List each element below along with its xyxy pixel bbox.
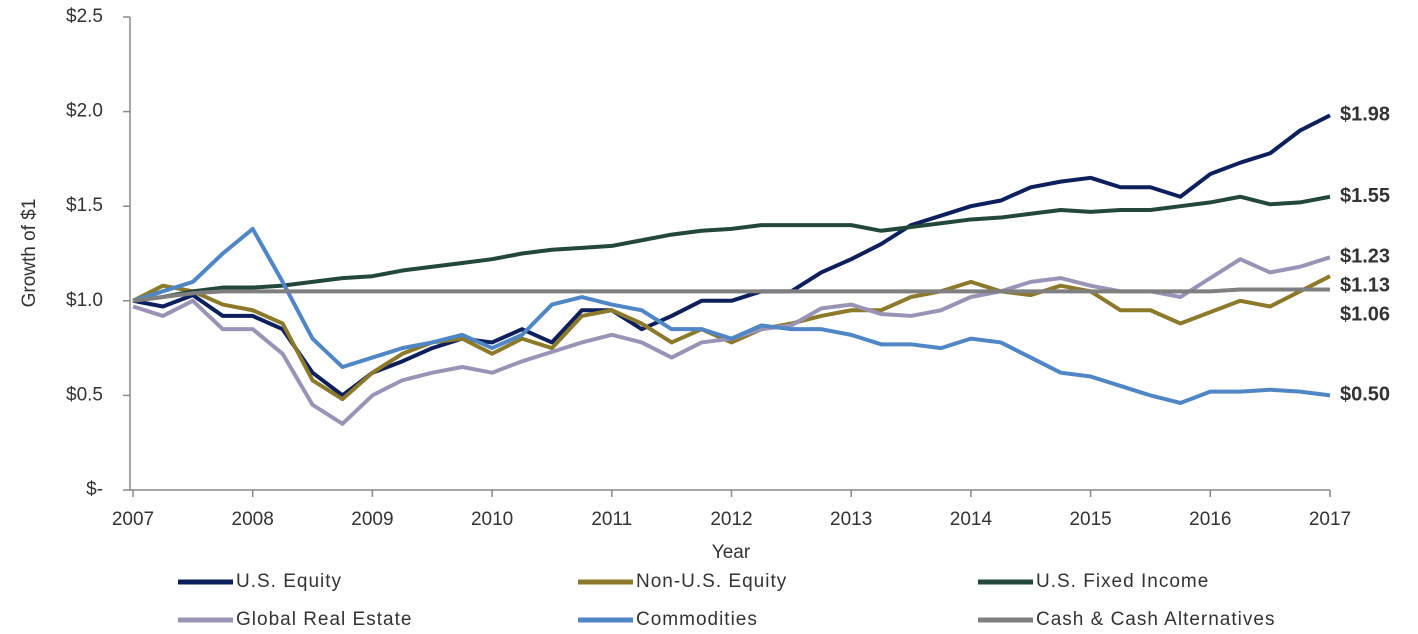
y-tick-label: $- xyxy=(86,479,103,500)
x-tick-label: 2007 xyxy=(112,509,154,530)
x-tick-label: 2011 xyxy=(591,509,632,530)
series-line xyxy=(132,194,1331,303)
end-label: $0.50 xyxy=(1340,384,1390,406)
y-tick-label: $2.0 xyxy=(66,101,103,122)
series-line xyxy=(132,274,1331,402)
x-tick-label: 2014 xyxy=(950,509,993,530)
x-tick-label: 2012 xyxy=(710,509,752,530)
legend-label: Cash & Cash Alternatives xyxy=(1036,609,1275,630)
x-tick-label: 2008 xyxy=(232,509,274,530)
y-tick-label: $0.5 xyxy=(66,384,103,405)
series-line xyxy=(132,113,1331,398)
y-axis-label: Growth of $1 xyxy=(19,199,40,308)
y-tick-label: $1.5 xyxy=(66,195,103,216)
x-tick-label: 2013 xyxy=(830,509,872,530)
series-line xyxy=(132,287,1330,303)
x-tick-label: 2010 xyxy=(471,509,513,530)
x-axis-label: Year xyxy=(712,542,751,563)
end-label: $1.06 xyxy=(1340,304,1390,326)
x-tick-label: 2009 xyxy=(351,509,393,530)
end-label: $1.98 xyxy=(1340,104,1390,126)
series-line xyxy=(132,226,1331,405)
end-label: $1.23 xyxy=(1340,246,1390,268)
x-tick-label: 2017 xyxy=(1309,509,1351,530)
end-label: $1.55 xyxy=(1340,185,1390,207)
legend-label: U.S. Fixed Income xyxy=(1036,571,1209,592)
x-tick-label: 2016 xyxy=(1189,509,1231,530)
y-tick-label: $2.5 xyxy=(66,6,103,27)
end-label: $1.13 xyxy=(1340,275,1390,297)
legend-label: Non-U.S. Equity xyxy=(636,571,787,592)
y-tick-label: $1.0 xyxy=(66,290,103,311)
legend-label: U.S. Equity xyxy=(236,571,342,592)
legend-label: Commodities xyxy=(636,609,758,630)
legend-label: Global Real Estate xyxy=(236,609,412,630)
x-tick-label: 2015 xyxy=(1069,509,1111,530)
